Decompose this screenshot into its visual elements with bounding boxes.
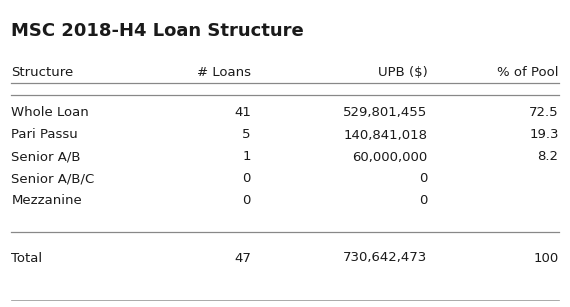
Text: 1: 1 [242,150,251,164]
Text: Total: Total [11,251,43,265]
Text: 529,801,455: 529,801,455 [343,107,428,119]
Text: Senior A/B: Senior A/B [11,150,81,164]
Text: MSC 2018-H4 Loan Structure: MSC 2018-H4 Loan Structure [11,22,304,40]
Text: 0: 0 [419,173,428,185]
Text: 47: 47 [234,251,251,265]
Text: 0: 0 [419,195,428,208]
Text: # Loans: # Loans [197,65,251,79]
Text: 100: 100 [534,251,559,265]
Text: 0: 0 [242,173,251,185]
Text: 72.5: 72.5 [529,107,559,119]
Text: Pari Passu: Pari Passu [11,129,78,142]
Text: Structure: Structure [11,65,74,79]
Text: 19.3: 19.3 [529,129,559,142]
Text: Mezzanine: Mezzanine [11,195,82,208]
Text: Senior A/B/C: Senior A/B/C [11,173,95,185]
Text: 41: 41 [234,107,251,119]
Text: 140,841,018: 140,841,018 [344,129,428,142]
Text: 0: 0 [242,195,251,208]
Text: UPB ($): UPB ($) [378,65,428,79]
Text: 8.2: 8.2 [538,150,559,164]
Text: 60,000,000: 60,000,000 [352,150,428,164]
Text: % of Pool: % of Pool [497,65,559,79]
Text: 730,642,473: 730,642,473 [343,251,428,265]
Text: 5: 5 [242,129,251,142]
Text: Whole Loan: Whole Loan [11,107,89,119]
